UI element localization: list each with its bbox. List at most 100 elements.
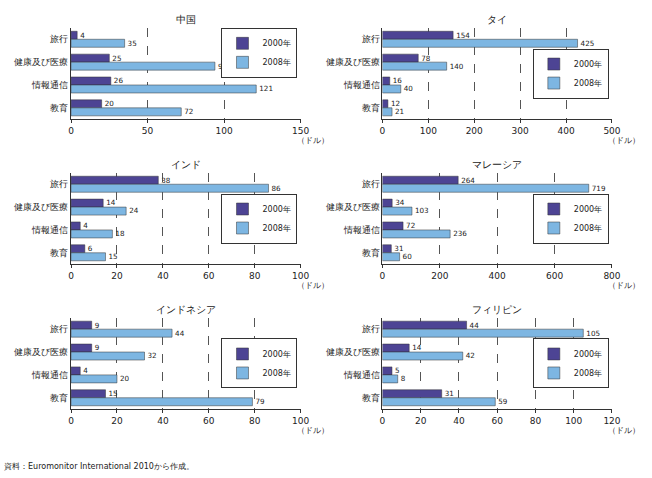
svg-text:78: 78: [421, 54, 431, 63]
svg-text:79: 79: [255, 397, 265, 406]
svg-text:400: 400: [489, 271, 506, 281]
svg-text:旅行: 旅行: [362, 34, 380, 44]
svg-text:2008年: 2008年: [262, 58, 290, 67]
svg-text:40: 40: [157, 416, 169, 426]
svg-text:健康及び医療: 健康及び医療: [326, 57, 380, 67]
svg-text:35: 35: [128, 39, 137, 48]
svg-text:健康及び医療: 健康及び医療: [14, 57, 68, 67]
svg-text:42: 42: [466, 351, 475, 360]
svg-text:18: 18: [115, 229, 125, 238]
svg-text:15: 15: [108, 252, 117, 261]
svg-text:（ドル）: （ドル）: [608, 136, 640, 145]
svg-text:32: 32: [148, 351, 157, 360]
svg-text:31: 31: [445, 389, 454, 398]
svg-text:21: 21: [395, 107, 404, 116]
svg-text:0: 0: [380, 416, 386, 426]
svg-text:80: 80: [249, 416, 261, 426]
svg-text:140: 140: [450, 62, 464, 71]
svg-text:2008年: 2008年: [574, 79, 602, 88]
svg-text:14: 14: [412, 343, 422, 352]
svg-text:20: 20: [111, 416, 123, 426]
svg-text:600: 600: [546, 271, 563, 281]
svg-text:44: 44: [470, 321, 480, 330]
svg-text:2000年: 2000年: [574, 350, 602, 359]
svg-text:425: 425: [581, 39, 595, 48]
svg-text:25: 25: [112, 54, 121, 63]
svg-text:4: 4: [83, 221, 88, 230]
svg-text:旅行: 旅行: [362, 179, 380, 189]
svg-text:2008年: 2008年: [574, 224, 602, 233]
svg-text:教育: 教育: [362, 103, 380, 113]
svg-text:50: 50: [142, 126, 154, 136]
svg-text:（ドル）: （ドル）: [297, 281, 329, 290]
svg-text:旅行: 旅行: [50, 179, 68, 189]
svg-text:0: 0: [68, 416, 74, 426]
svg-text:9: 9: [95, 343, 100, 352]
svg-text:8: 8: [401, 374, 406, 383]
svg-text:44: 44: [175, 329, 185, 338]
svg-text:20: 20: [105, 99, 115, 108]
svg-text:2008年: 2008年: [262, 369, 290, 378]
svg-text:2008年: 2008年: [262, 224, 290, 233]
svg-text:100: 100: [216, 126, 233, 136]
svg-text:38: 38: [161, 176, 171, 185]
svg-text:24: 24: [129, 206, 139, 215]
svg-text:教育: 教育: [362, 248, 380, 258]
svg-text:20: 20: [415, 416, 427, 426]
svg-text:情報通信: 情報通信: [343, 225, 380, 235]
svg-text:情報通信: 情報通信: [31, 370, 68, 380]
svg-text:旅行: 旅行: [50, 324, 68, 334]
svg-text:6: 6: [88, 244, 93, 253]
svg-text:2000年: 2000年: [262, 350, 290, 359]
svg-text:121: 121: [259, 84, 273, 93]
svg-text:（ドル）: （ドル）: [297, 426, 329, 435]
svg-text:中国: 中国: [176, 14, 196, 25]
svg-text:72: 72: [184, 107, 193, 116]
svg-text:情報通信: 情報通信: [31, 225, 68, 235]
svg-text:14: 14: [106, 198, 116, 207]
svg-text:フィリピン: フィリピン: [472, 304, 522, 315]
svg-text:80: 80: [530, 416, 542, 426]
svg-text:教育: 教育: [362, 393, 380, 403]
svg-text:2000年: 2000年: [262, 205, 290, 214]
svg-text:500: 500: [603, 126, 620, 136]
svg-text:40: 40: [453, 416, 465, 426]
svg-text:タイ: タイ: [487, 14, 507, 25]
svg-text:60: 60: [491, 416, 503, 426]
svg-text:60: 60: [203, 416, 215, 426]
svg-text:2000年: 2000年: [262, 39, 290, 48]
svg-text:20: 20: [111, 271, 123, 281]
svg-text:0: 0: [380, 271, 386, 281]
svg-text:40: 40: [404, 84, 414, 93]
svg-text:20: 20: [120, 374, 130, 383]
svg-text:インド: インド: [171, 159, 201, 170]
svg-text:100: 100: [292, 416, 309, 426]
svg-text:健康及び医療: 健康及び医療: [326, 202, 380, 212]
svg-text:200: 200: [431, 271, 448, 281]
svg-text:情報通信: 情報通信: [343, 370, 380, 380]
svg-text:9: 9: [95, 321, 100, 330]
svg-text:（ドル）: （ドル）: [297, 136, 329, 145]
svg-text:16: 16: [393, 76, 403, 85]
svg-text:100: 100: [565, 416, 582, 426]
svg-text:800: 800: [603, 271, 620, 281]
svg-text:400: 400: [557, 126, 574, 136]
svg-text:150: 150: [292, 126, 309, 136]
svg-text:旅行: 旅行: [362, 324, 380, 334]
svg-text:教育: 教育: [50, 248, 68, 258]
svg-text:旅行: 旅行: [50, 34, 68, 44]
svg-text:59: 59: [498, 397, 508, 406]
svg-text:マレーシア: マレーシア: [472, 159, 522, 170]
svg-text:インドネシア: インドネシア: [156, 304, 216, 315]
svg-text:40: 40: [157, 271, 169, 281]
svg-text:健康及び医療: 健康及び医療: [326, 347, 380, 357]
svg-text:100: 100: [292, 271, 309, 281]
svg-text:情報通信: 情報通信: [31, 80, 68, 90]
svg-text:86: 86: [271, 184, 281, 193]
svg-text:80: 80: [249, 271, 261, 281]
svg-text:719: 719: [592, 184, 606, 193]
svg-text:健康及び医療: 健康及び医療: [14, 202, 68, 212]
svg-text:（ドル）: （ドル）: [608, 281, 640, 290]
svg-text:0: 0: [68, 126, 74, 136]
svg-text:情報通信: 情報通信: [343, 80, 380, 90]
